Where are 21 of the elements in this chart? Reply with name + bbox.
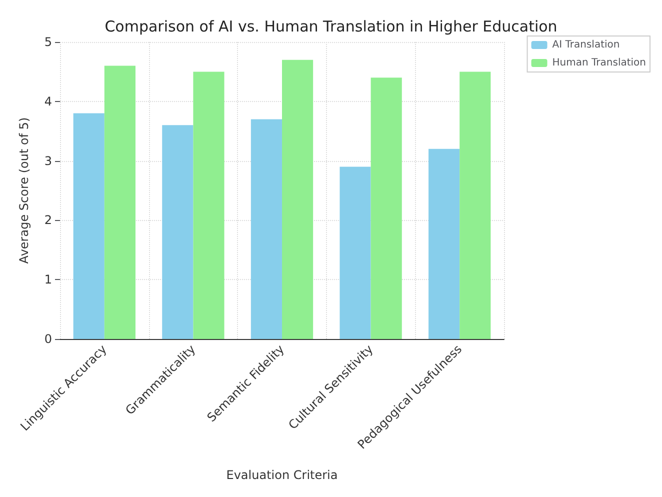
bar [282,60,314,339]
bar [340,166,371,339]
y-tick-label: 3 [44,154,52,168]
y-tick-label: 5 [44,35,52,49]
x-axis-title: Evaluation Criteria [226,468,338,482]
bar [73,113,104,339]
bar [370,78,402,339]
bar [428,148,460,339]
bar [460,72,491,339]
chart-title: Comparison of AI vs. Human Translation in Higher Education [104,18,558,36]
legend-label: Human Translation [552,58,646,68]
bar [162,125,194,339]
bar [250,119,282,339]
y-tick-label: 4 [44,94,52,108]
y-tick-label: 2 [44,213,52,228]
bar [104,66,136,339]
legend-label: AI Translation [552,40,620,50]
y-tick-label: 1 [44,272,52,287]
y-axis-title: Average Score (out of 5) [17,117,31,264]
bar [193,72,224,339]
y-tick-label: 0 [44,332,52,346]
